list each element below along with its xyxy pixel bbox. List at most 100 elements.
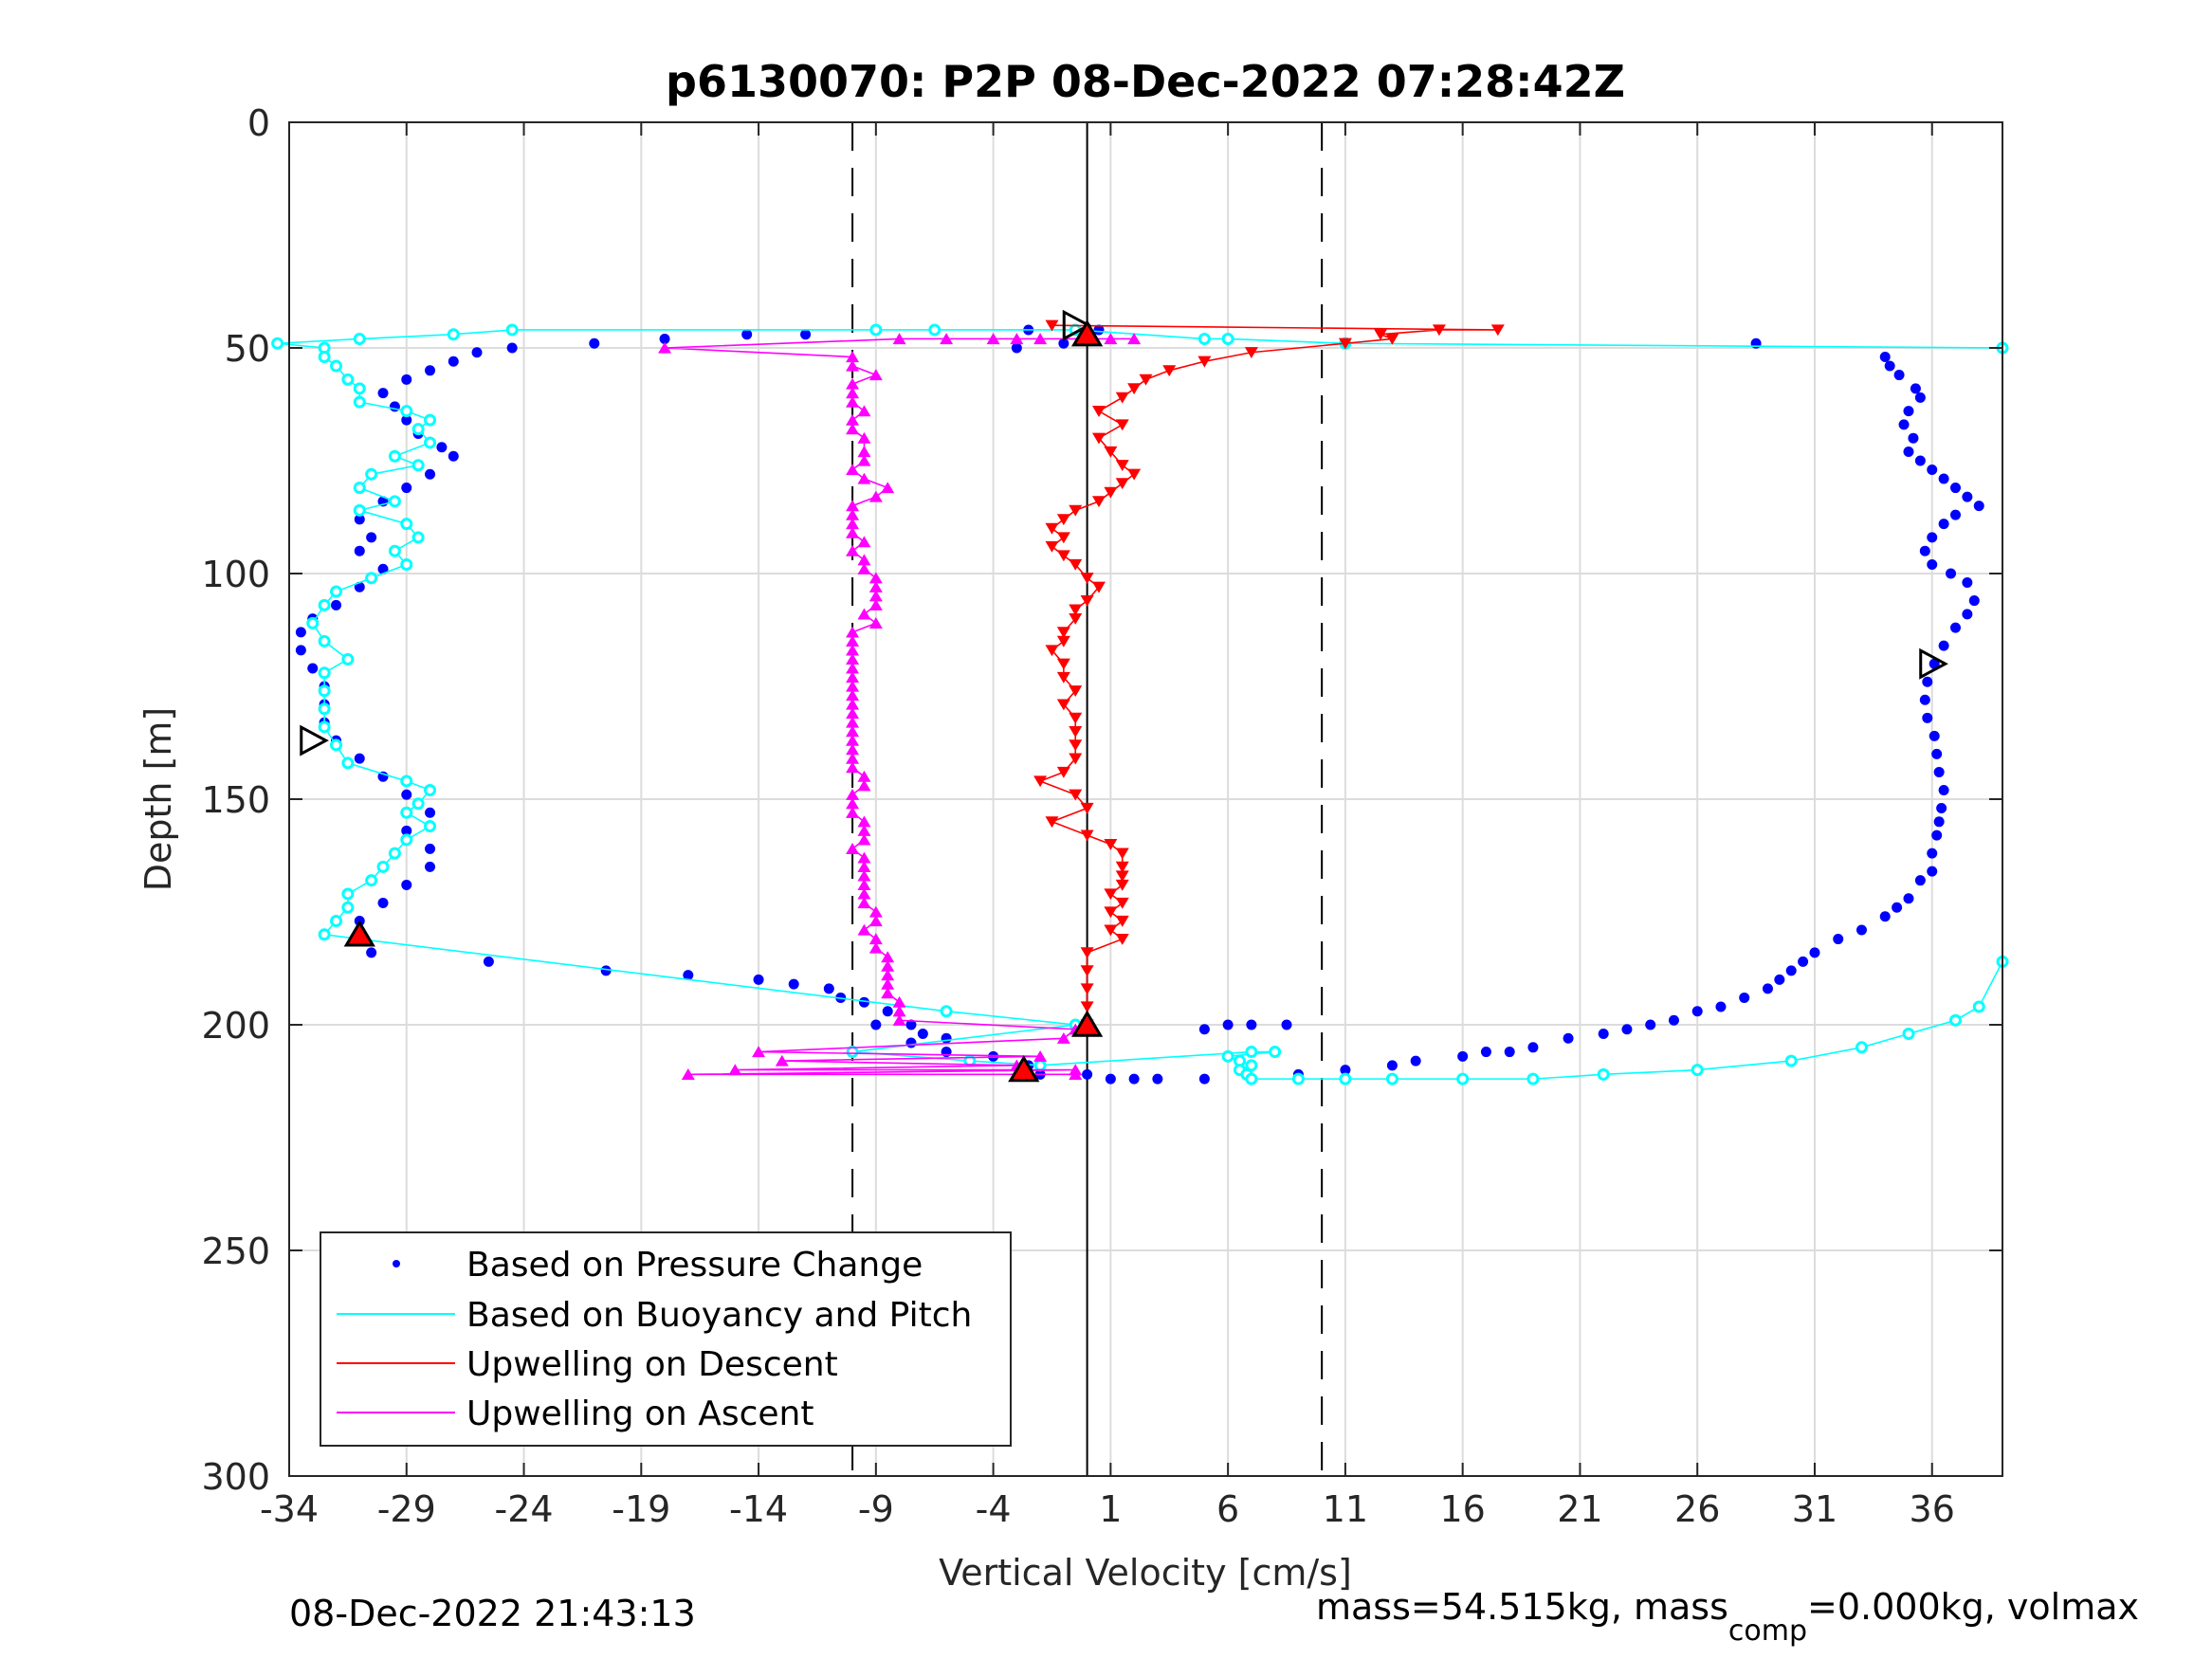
x-tick-label: 31 bbox=[1792, 1488, 1837, 1530]
descent-point bbox=[1080, 802, 1094, 814]
ascent-point bbox=[857, 472, 871, 484]
descent-point bbox=[1080, 594, 1094, 607]
series-line bbox=[1037, 324, 1498, 1025]
ascent-point bbox=[681, 1068, 695, 1080]
buoyancy-point bbox=[353, 503, 366, 517]
descent-point bbox=[1374, 329, 1388, 341]
descent-point bbox=[1056, 699, 1070, 711]
ascent-point bbox=[846, 544, 860, 556]
ascent-point bbox=[846, 761, 860, 774]
pressure-point bbox=[1750, 337, 1762, 349]
ascent-point bbox=[846, 734, 860, 746]
descent-point bbox=[1091, 432, 1106, 445]
descent-point bbox=[1338, 337, 1352, 350]
x-tick-label: -9 bbox=[858, 1488, 894, 1530]
pressure-point bbox=[741, 329, 753, 340]
footer-timestamp: 08-Dec-2022 21:43:13 bbox=[289, 1593, 696, 1634]
footer-mass-left: mass=54.515kg, mass bbox=[1316, 1586, 1728, 1628]
descent-point bbox=[1080, 830, 1094, 842]
y-tick-label: 300 bbox=[201, 1456, 270, 1498]
ascent-point bbox=[846, 716, 860, 728]
x-axis-label: Vertical Velocity [cm/s] bbox=[939, 1552, 1352, 1594]
descent-point bbox=[1069, 753, 1083, 765]
descent-point bbox=[1080, 965, 1094, 977]
buoyancy-point bbox=[376, 860, 390, 873]
pressure-point bbox=[1011, 342, 1022, 354]
ascent-point bbox=[846, 395, 860, 408]
pressure-point bbox=[1645, 1019, 1656, 1030]
descent-point bbox=[1056, 671, 1070, 684]
legend-marker-pressure bbox=[393, 1260, 400, 1267]
pressure-point bbox=[1949, 622, 1961, 633]
ascent-point bbox=[857, 405, 871, 417]
ascent-point bbox=[857, 554, 871, 566]
descent-point bbox=[1385, 333, 1399, 345]
buoyancy-point bbox=[341, 901, 355, 914]
ascent-point bbox=[857, 454, 871, 466]
ascent-point bbox=[857, 770, 871, 782]
ascent-point bbox=[846, 518, 860, 530]
ascent-point bbox=[846, 843, 860, 854]
descent-point bbox=[1115, 933, 1129, 945]
descent-point bbox=[1091, 496, 1106, 508]
ascent-point bbox=[846, 626, 860, 638]
buoyancy-point bbox=[400, 806, 413, 819]
buoyancy-point bbox=[388, 544, 401, 557]
ascent-point bbox=[868, 369, 883, 381]
legend-label-ascent: Upwelling on Ascent bbox=[466, 1395, 814, 1433]
pressure-point bbox=[1936, 803, 1947, 814]
buoyancy-point bbox=[341, 652, 355, 665]
footer-mass-right: =0.000kg, volmax bbox=[1807, 1586, 2139, 1628]
ascent-point bbox=[857, 851, 871, 864]
ascent-point bbox=[846, 671, 860, 684]
ascent-point bbox=[881, 987, 895, 999]
pressure-point bbox=[1949, 483, 1961, 494]
pressure-point bbox=[1246, 1019, 1257, 1030]
reference-lines bbox=[851, 122, 1324, 1476]
ascent-point bbox=[775, 1054, 789, 1066]
pressure-point bbox=[1914, 455, 1926, 466]
descent-point bbox=[1069, 613, 1083, 625]
x-axis-ticks: -34 -29 -24 -19 -14 -9 -4 1 6 11 16 21 26 31 36 bbox=[260, 122, 1955, 1530]
buoyancy-point bbox=[330, 915, 343, 928]
ascent-point bbox=[986, 333, 1000, 345]
ascent-point bbox=[1056, 1031, 1070, 1044]
ascent-point bbox=[1104, 333, 1118, 345]
pressure-point bbox=[1281, 1019, 1292, 1030]
buoyancy-point bbox=[400, 405, 413, 418]
pressure-point bbox=[1457, 1050, 1469, 1062]
ascent-point bbox=[846, 788, 860, 800]
buoyancy-point bbox=[1221, 1049, 1234, 1063]
descent-point bbox=[1045, 816, 1059, 829]
buoyancy-point bbox=[365, 467, 378, 481]
ascent-point bbox=[868, 590, 883, 602]
descent-point bbox=[1056, 532, 1070, 544]
buoyancy-point bbox=[928, 323, 941, 337]
buoyancy-point bbox=[318, 702, 331, 716]
pressure-point bbox=[377, 897, 389, 908]
ascent-point bbox=[846, 752, 860, 764]
pressure-point bbox=[1527, 1042, 1539, 1053]
x-tick-label: -19 bbox=[612, 1488, 670, 1530]
pressure-point bbox=[1938, 473, 1949, 484]
ascent-point bbox=[868, 599, 883, 611]
pressure-point bbox=[1128, 1073, 1140, 1085]
descent-point bbox=[1115, 478, 1129, 490]
pressure-point bbox=[1919, 694, 1930, 705]
pressure-point bbox=[1903, 446, 1914, 457]
ascent-point bbox=[846, 635, 860, 647]
pressure-point bbox=[905, 1037, 917, 1048]
descent-point bbox=[1056, 627, 1070, 639]
buoyancy-point bbox=[424, 783, 437, 796]
ascent-point bbox=[881, 969, 895, 981]
ascent-point bbox=[881, 951, 895, 963]
pressure-point bbox=[1929, 658, 1940, 669]
descent-point bbox=[1490, 324, 1505, 337]
pressure-point bbox=[1504, 1047, 1515, 1058]
ascent-point bbox=[846, 500, 860, 512]
ascent-point bbox=[846, 707, 860, 720]
chart-title: p6130070: P2P 08-Dec-2022 07:28:42Z bbox=[666, 56, 1625, 107]
buoyancy-point bbox=[388, 449, 401, 463]
pressure-point bbox=[401, 789, 412, 800]
buoyancy-point bbox=[1691, 1064, 1704, 1077]
